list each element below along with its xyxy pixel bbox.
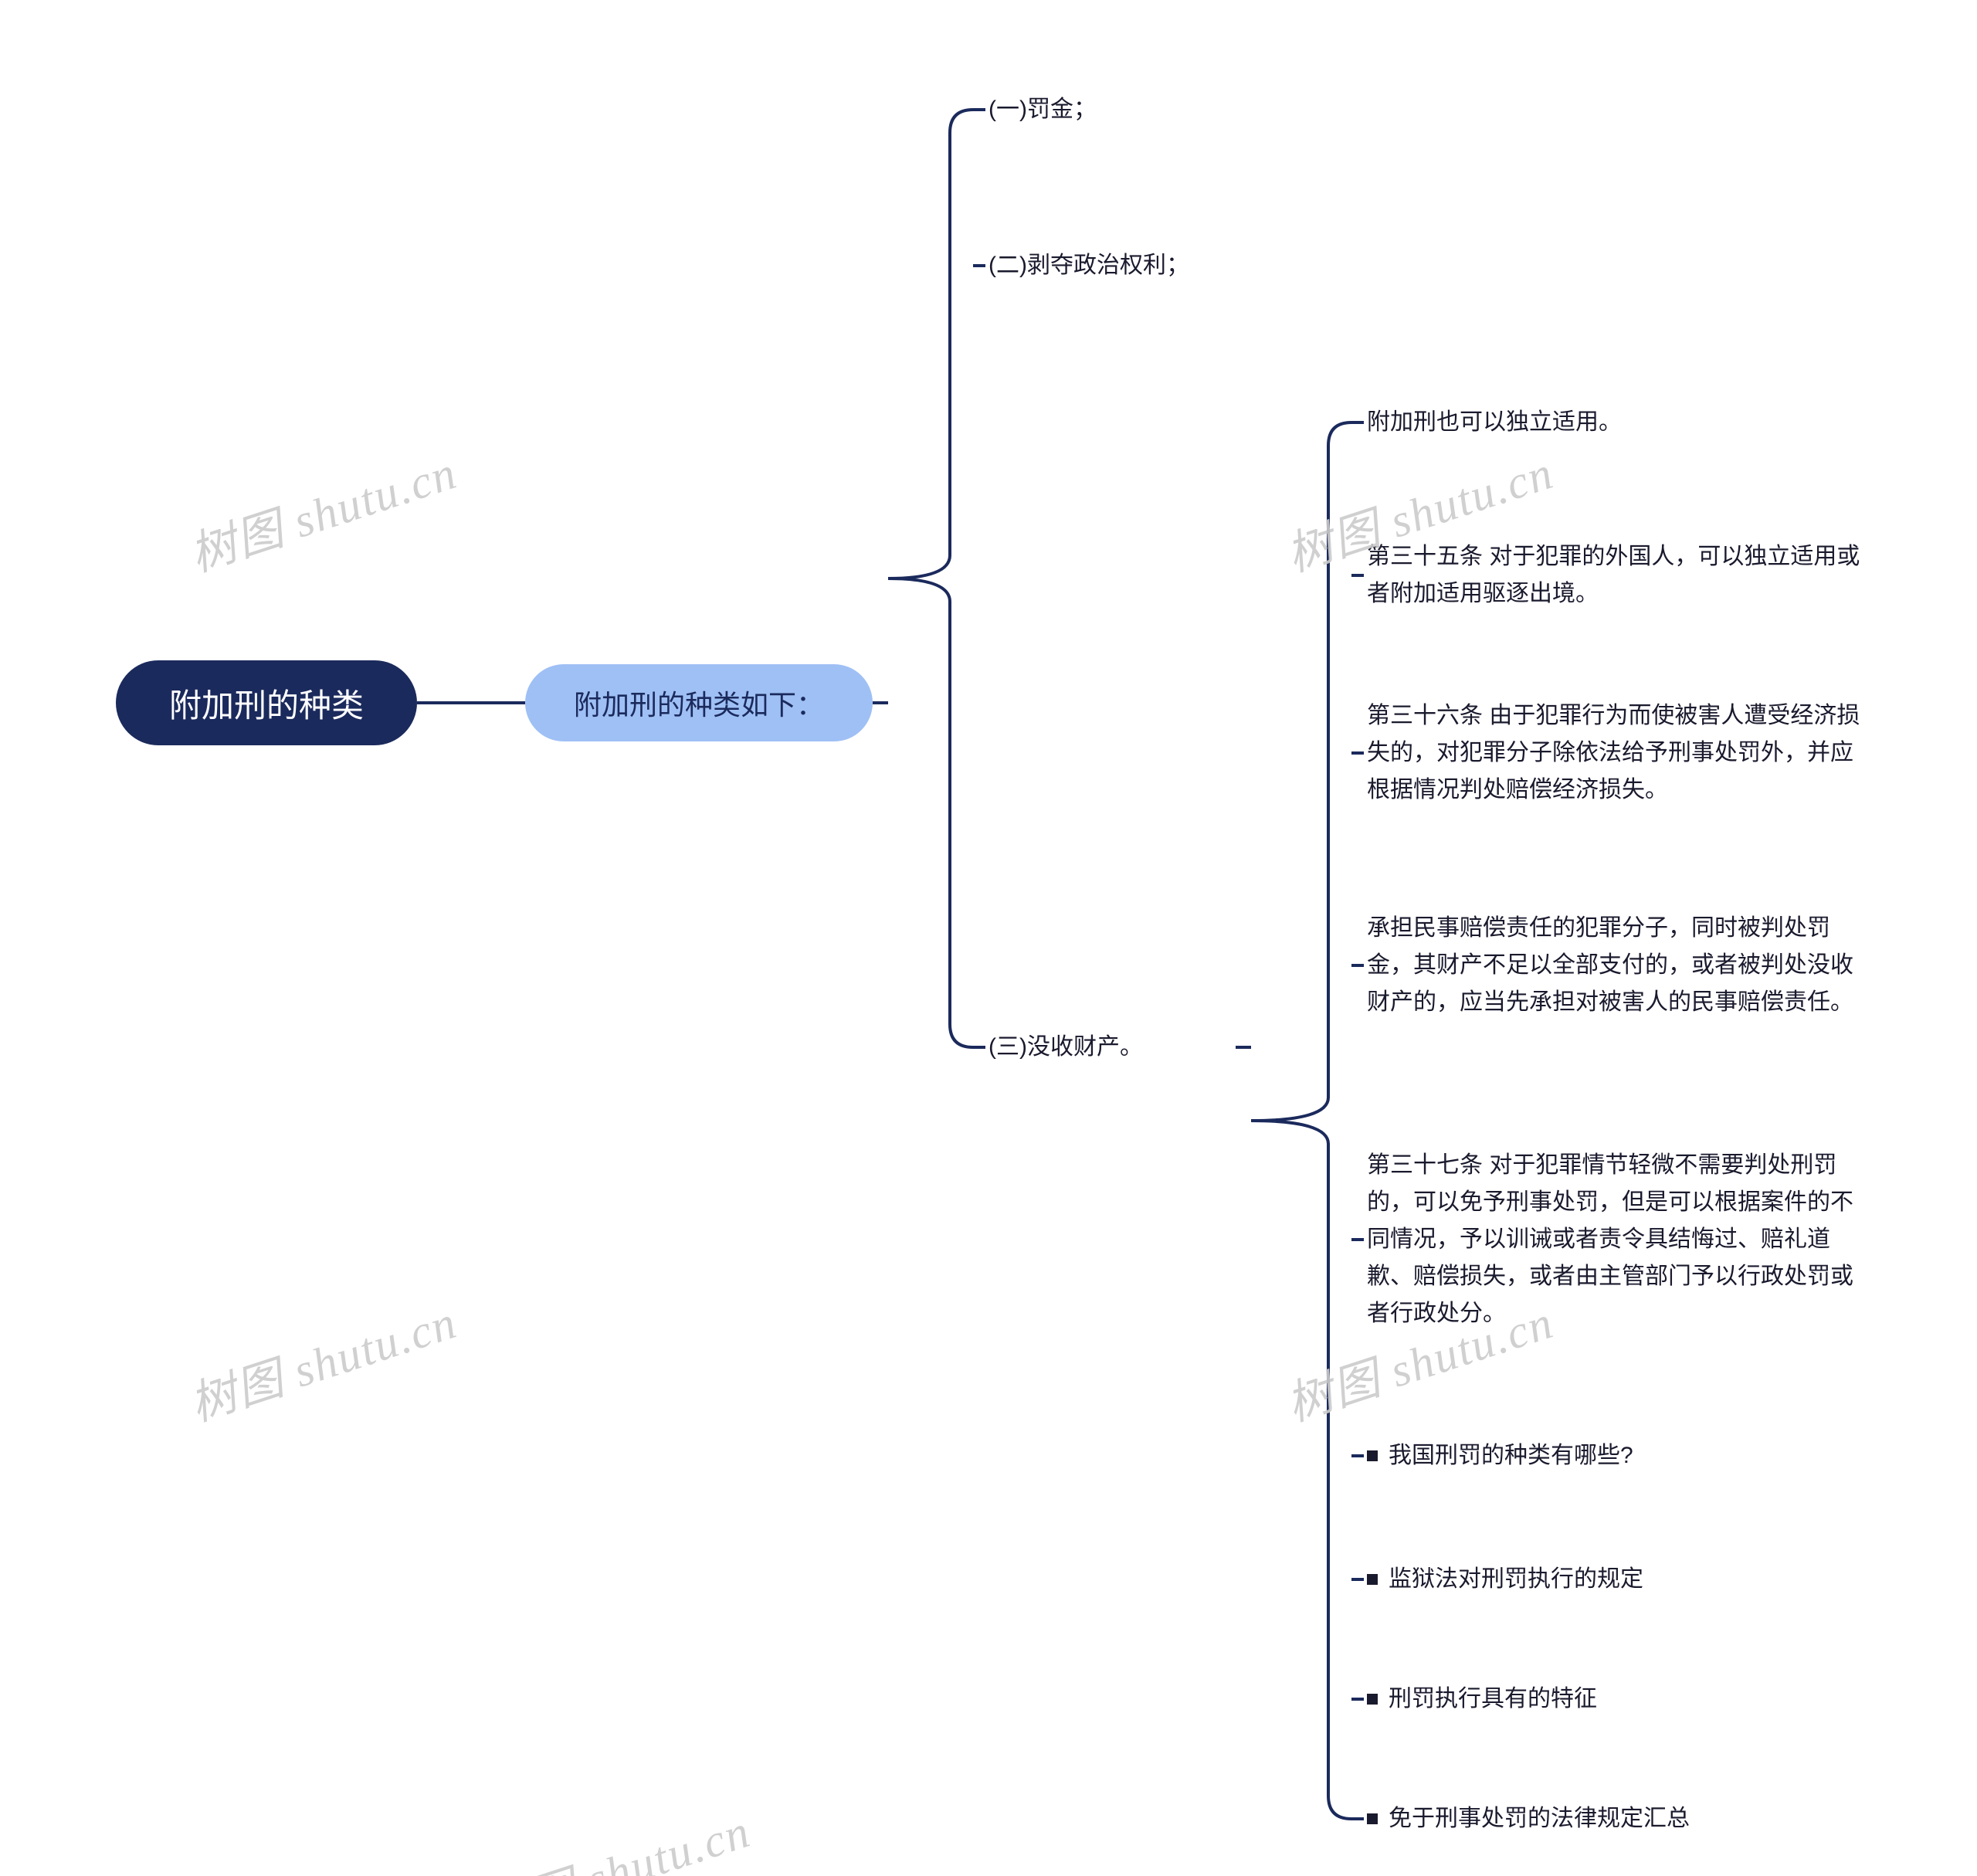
branch-node[interactable]: (二)剥夺政治权利； bbox=[988, 247, 1297, 284]
leaf-label: 我国刑罚的种类有哪些? bbox=[1389, 1437, 1633, 1474]
leaf-node[interactable]: 第三十五条 对于犯罪的外国人，可以独立适用或者附加适用驱逐出境。 bbox=[1367, 537, 1861, 614]
leaf-label: 免于刑事处罚的法律规定汇总 bbox=[1389, 1800, 1690, 1837]
watermark: 树图 shutu.cn bbox=[180, 435, 464, 585]
branch-node[interactable]: (三)没收财产。 bbox=[988, 1029, 1236, 1066]
leaf-node[interactable]: 附加刑也可以独立适用。 bbox=[1367, 403, 1830, 442]
bullet-icon bbox=[1367, 1813, 1378, 1824]
leaf-node[interactable]: 第三十六条 由于犯罪行为而使被害人遭受经济损失的，对犯罪分子除依法给予刑事处罚外… bbox=[1367, 695, 1869, 811]
bullet-icon bbox=[1367, 1574, 1378, 1585]
leaf-node[interactable]: 承担民事赔偿责任的犯罪分子，同时被判处罚金，其财产不足以全部支付的，或者被判处没… bbox=[1367, 888, 1869, 1043]
branch-node[interactable]: (一)罚金； bbox=[988, 91, 1220, 128]
watermark: 树图 shutu.cn bbox=[180, 1284, 464, 1434]
bullet-icon bbox=[1367, 1694, 1378, 1705]
leaf-node[interactable]: 免于刑事处罚的法律规定汇总 bbox=[1367, 1800, 1830, 1838]
leaf-node[interactable]: 监狱法对刑罚执行的规定 bbox=[1367, 1560, 1830, 1599]
bullet-icon bbox=[1367, 1450, 1378, 1461]
leaf-label: 监狱法对刑罚执行的规定 bbox=[1389, 1561, 1643, 1598]
leaf-node[interactable]: 刑罚执行具有的特征 bbox=[1367, 1680, 1830, 1718]
watermark: 树图 shutu.cn bbox=[473, 1793, 758, 1876]
leaf-label: 刑罚执行具有的特征 bbox=[1389, 1681, 1597, 1718]
level2-node[interactable]: 附加刑的种类如下： bbox=[525, 664, 873, 741]
leaf-node[interactable]: 第三十七条 对于犯罪情节轻微不需要判处刑罚的，可以免予刑事处罚，但是可以根据案件… bbox=[1367, 1124, 1869, 1355]
root-node[interactable]: 附加刑的种类 bbox=[116, 660, 417, 745]
mindmap-canvas: 附加刑的种类 附加刑的种类如下： (一)罚金； (二)剥夺政治权利； (三)没收财产。 附… bbox=[0, 0, 1977, 1876]
leaf-node[interactable]: 我国刑罚的种类有哪些? bbox=[1367, 1437, 1830, 1475]
